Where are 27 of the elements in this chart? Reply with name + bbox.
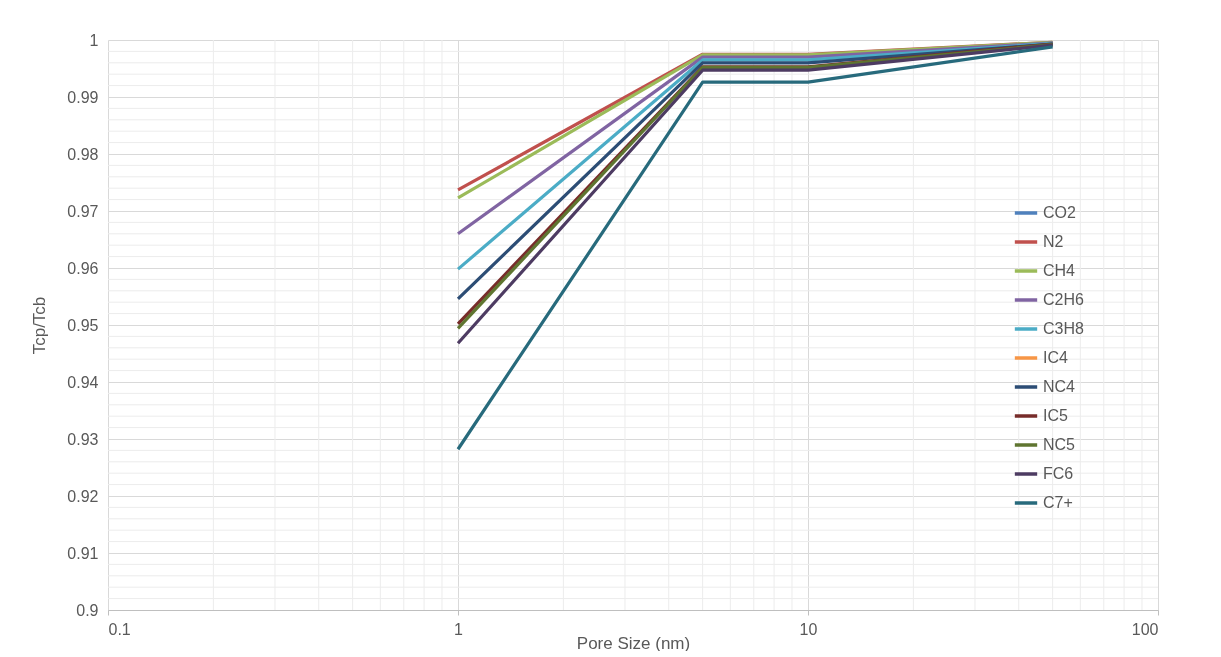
- legend-label: NC5: [1043, 436, 1076, 453]
- y-tick-label: 0.91: [67, 544, 99, 562]
- legend-label: FC6: [1043, 465, 1074, 482]
- y-tick-label: 0.98: [67, 145, 99, 163]
- legend-label: CO2: [1043, 204, 1076, 221]
- y-axis-title: Tcp/Tcb: [30, 296, 50, 355]
- x-tick-label: 1: [454, 620, 464, 638]
- y-tick-label: 0.93: [67, 430, 99, 448]
- y-tick-label: 0.9: [76, 601, 99, 619]
- legend-label: C7+: [1043, 494, 1073, 511]
- y-tick-label: 0.97: [67, 202, 99, 220]
- y-tick-label: 0.99: [67, 88, 99, 106]
- legend-label: N2: [1043, 233, 1064, 250]
- legend-label: IC5: [1043, 407, 1068, 424]
- y-tick-label: 0.92: [67, 487, 99, 505]
- x-tick-label: 100: [1131, 620, 1159, 638]
- legend-label: C3H8: [1043, 320, 1085, 337]
- x-tick-label: 0.1: [108, 620, 131, 638]
- legend-label: C2H6: [1043, 291, 1085, 308]
- legend-label: NC4: [1043, 378, 1076, 395]
- y-tick-label: 0.96: [67, 259, 99, 277]
- x-tick-label: 10: [799, 620, 818, 638]
- y-tick-label: 0.95: [67, 316, 99, 334]
- y-tick-label: 1: [89, 31, 99, 49]
- legend-label: IC4: [1043, 349, 1068, 366]
- y-tick-label: 0.94: [67, 373, 99, 391]
- legend-label: CH4: [1043, 262, 1076, 279]
